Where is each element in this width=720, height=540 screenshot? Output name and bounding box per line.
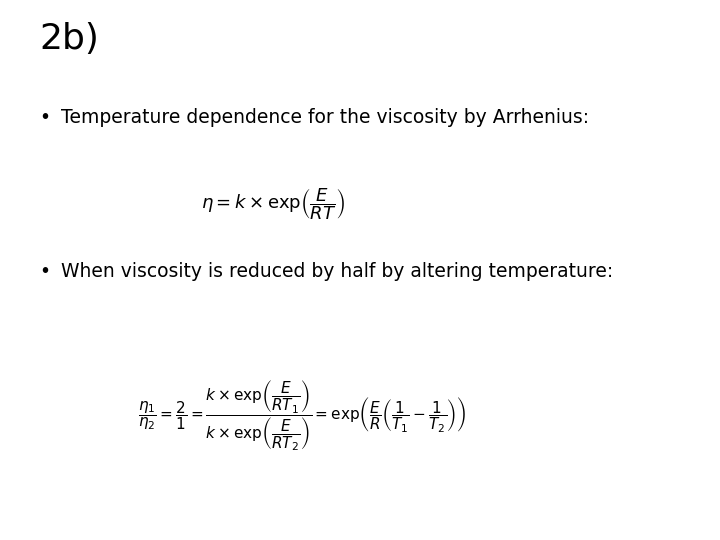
Text: $\dfrac{\eta_1}{\eta_2} = \dfrac{2}{1} = \dfrac{k \times \mathrm{exp}\left( \dfr: $\dfrac{\eta_1}{\eta_2} = \dfrac{2}{1} =… <box>138 378 467 453</box>
Text: $\eta = k \times \mathrm{exp}\left( \dfrac{E}{RT} \right)$: $\eta = k \times \mathrm{exp}\left( \dfr… <box>202 186 346 222</box>
Text: 2b): 2b) <box>40 22 99 56</box>
Text: •: • <box>40 108 50 127</box>
Text: •: • <box>40 262 50 281</box>
Text: Temperature dependence for the viscosity by Arrhenius:: Temperature dependence for the viscosity… <box>61 108 590 127</box>
Text: When viscosity is reduced by half by altering temperature:: When viscosity is reduced by half by alt… <box>61 262 613 281</box>
